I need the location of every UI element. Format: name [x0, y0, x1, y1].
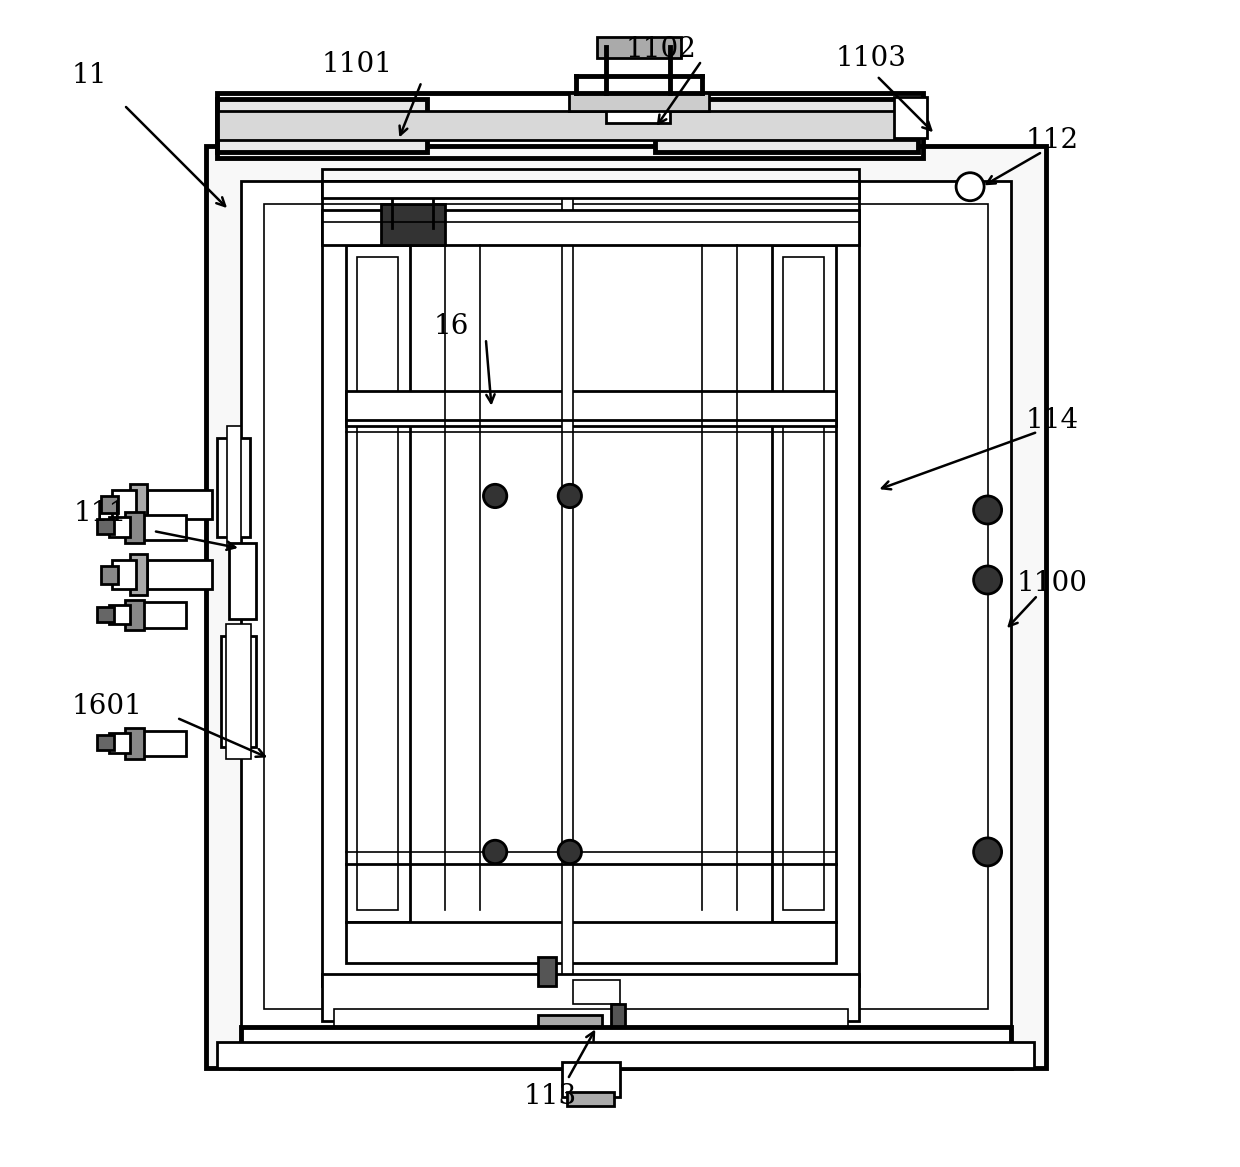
- Text: 1102: 1102: [625, 35, 697, 63]
- Circle shape: [956, 173, 985, 201]
- Bar: [771, 245, 836, 922]
- Bar: [334, 1009, 848, 1033]
- Text: 111: 111: [74, 499, 128, 527]
- Bar: [97, 519, 114, 534]
- Bar: [148, 560, 212, 589]
- Text: 112: 112: [1025, 126, 1079, 154]
- Bar: [221, 636, 255, 747]
- Text: 1103: 1103: [836, 44, 906, 72]
- Circle shape: [558, 840, 582, 864]
- Bar: [610, 1004, 625, 1033]
- Bar: [562, 1062, 620, 1097]
- Bar: [575, 76, 702, 105]
- Bar: [217, 438, 250, 537]
- Bar: [322, 169, 859, 986]
- Bar: [573, 980, 620, 1004]
- Bar: [100, 496, 118, 513]
- Bar: [606, 47, 670, 123]
- Bar: [227, 426, 241, 548]
- Bar: [113, 490, 135, 519]
- Bar: [568, 1092, 614, 1106]
- Bar: [322, 974, 859, 1021]
- Bar: [109, 517, 130, 537]
- Bar: [139, 602, 186, 628]
- Bar: [596, 37, 681, 58]
- Text: 11: 11: [71, 62, 107, 90]
- Bar: [217, 1042, 1034, 1068]
- Bar: [381, 204, 445, 245]
- Bar: [97, 607, 114, 622]
- Bar: [346, 391, 836, 426]
- Circle shape: [973, 838, 1002, 866]
- Bar: [125, 600, 144, 630]
- Bar: [229, 543, 255, 619]
- Bar: [113, 560, 135, 589]
- Bar: [139, 515, 186, 540]
- Bar: [139, 731, 186, 756]
- Bar: [569, 93, 709, 111]
- Bar: [125, 512, 144, 543]
- Bar: [97, 735, 114, 750]
- Bar: [130, 484, 148, 525]
- Bar: [538, 957, 556, 986]
- Bar: [603, 1027, 632, 1044]
- Text: 1100: 1100: [1017, 569, 1087, 598]
- Bar: [264, 204, 987, 1009]
- Bar: [109, 605, 130, 624]
- Bar: [655, 99, 918, 152]
- Bar: [217, 111, 918, 140]
- Bar: [241, 1027, 1011, 1068]
- Text: 1601: 1601: [71, 692, 141, 720]
- Circle shape: [484, 840, 507, 864]
- Bar: [357, 257, 398, 910]
- Bar: [322, 210, 859, 245]
- Bar: [148, 490, 212, 519]
- Bar: [226, 624, 252, 759]
- Text: 114: 114: [1025, 406, 1079, 434]
- Circle shape: [484, 484, 507, 508]
- Bar: [562, 187, 573, 980]
- Text: 1101: 1101: [322, 50, 393, 78]
- Bar: [217, 93, 924, 158]
- Text: 16: 16: [433, 313, 469, 341]
- Bar: [125, 728, 144, 759]
- Circle shape: [973, 566, 1002, 594]
- Bar: [100, 566, 118, 584]
- Bar: [392, 187, 433, 204]
- Circle shape: [973, 496, 1002, 524]
- Text: 113: 113: [523, 1083, 577, 1111]
- Bar: [217, 99, 428, 152]
- Bar: [322, 181, 859, 198]
- Bar: [784, 257, 825, 910]
- Bar: [346, 922, 836, 963]
- Bar: [538, 1015, 603, 1068]
- Bar: [130, 554, 148, 595]
- Bar: [346, 245, 410, 922]
- Bar: [241, 181, 1011, 1033]
- Bar: [109, 733, 130, 753]
- Bar: [894, 97, 928, 138]
- Circle shape: [558, 484, 582, 508]
- Bar: [206, 146, 1047, 1068]
